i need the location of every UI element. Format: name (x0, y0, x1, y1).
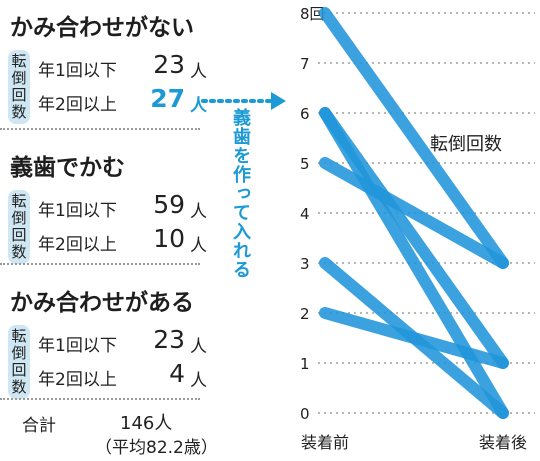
row-value: 23 (153, 50, 185, 79)
y-tick-label: 5 (300, 155, 310, 173)
x-category-label: 装着前 (301, 433, 349, 452)
row-label: 年2回以上 (38, 370, 117, 390)
section-divider (0, 263, 200, 265)
section-divider (0, 398, 200, 400)
y-tick-label: 2 (300, 305, 310, 323)
y-tick-label: 0 (300, 405, 310, 423)
fall-count-tag: 転倒回数 (8, 325, 30, 399)
row-label: 年1回以下 (38, 201, 117, 221)
tag-char: 回 (11, 86, 27, 104)
arrow-head-icon (271, 92, 286, 110)
tag-char: 転 (11, 52, 27, 70)
tag-char: 転 (11, 327, 27, 345)
series-line (319, 107, 509, 419)
row-value: 10 (153, 224, 185, 253)
row-label: 年1回以下 (38, 336, 117, 356)
tag-char: 転 (11, 192, 27, 210)
row-unit: 人 (190, 371, 207, 391)
row-label: 年1回以下 (38, 61, 117, 81)
fall-count-tag: 転倒回数 (8, 190, 30, 264)
tag-char: 数 (11, 378, 27, 396)
tag-char: 倒 (11, 69, 27, 87)
series-line (319, 157, 509, 269)
chart-series-label: 転倒回数 (430, 134, 502, 155)
row-value: 23 (153, 325, 185, 354)
section-divider (0, 128, 200, 130)
tag-char: 数 (11, 103, 27, 121)
x-category-label: 装着後 (479, 433, 527, 452)
group-title: 義歯でかむ (10, 155, 125, 181)
tag-char: 回 (11, 361, 27, 379)
tag-char: 倒 (11, 344, 27, 362)
row-unit: 人 (190, 337, 207, 357)
tag-char: 倒 (11, 209, 27, 227)
series-line (319, 7, 509, 269)
row-unit: 人 (190, 236, 207, 256)
row-label: 年2回以上 (38, 235, 117, 255)
row-unit: 人 (190, 202, 207, 222)
total-label: 合計 (22, 416, 56, 436)
row-value: 4 (169, 359, 185, 388)
row-label: 年2回以上 (38, 95, 117, 115)
group-title: かみ合わせがある (10, 290, 194, 316)
row-value: 59 (153, 190, 185, 219)
row-unit: 人 (190, 62, 207, 82)
tag-char: 回 (11, 226, 27, 244)
total-value: 146人 (120, 413, 173, 434)
y-tick-label: 6 (300, 105, 310, 123)
arrow-label: 義歯を作って入れる (230, 108, 251, 279)
total-average: （平均82.2歳） (95, 438, 218, 458)
tag-char: 数 (11, 243, 27, 261)
row-value: 27 (150, 84, 185, 113)
series-line (319, 307, 509, 369)
fall-count-tag: 転倒回数 (8, 50, 30, 124)
y-tick-label: 8回 (300, 5, 325, 23)
y-tick-label: 1 (300, 355, 310, 373)
y-tick-label: 3 (300, 255, 310, 273)
group-title: かみ合わせがない (10, 15, 194, 41)
y-tick-label: 4 (300, 205, 310, 223)
y-tick-label: 7 (300, 55, 310, 73)
